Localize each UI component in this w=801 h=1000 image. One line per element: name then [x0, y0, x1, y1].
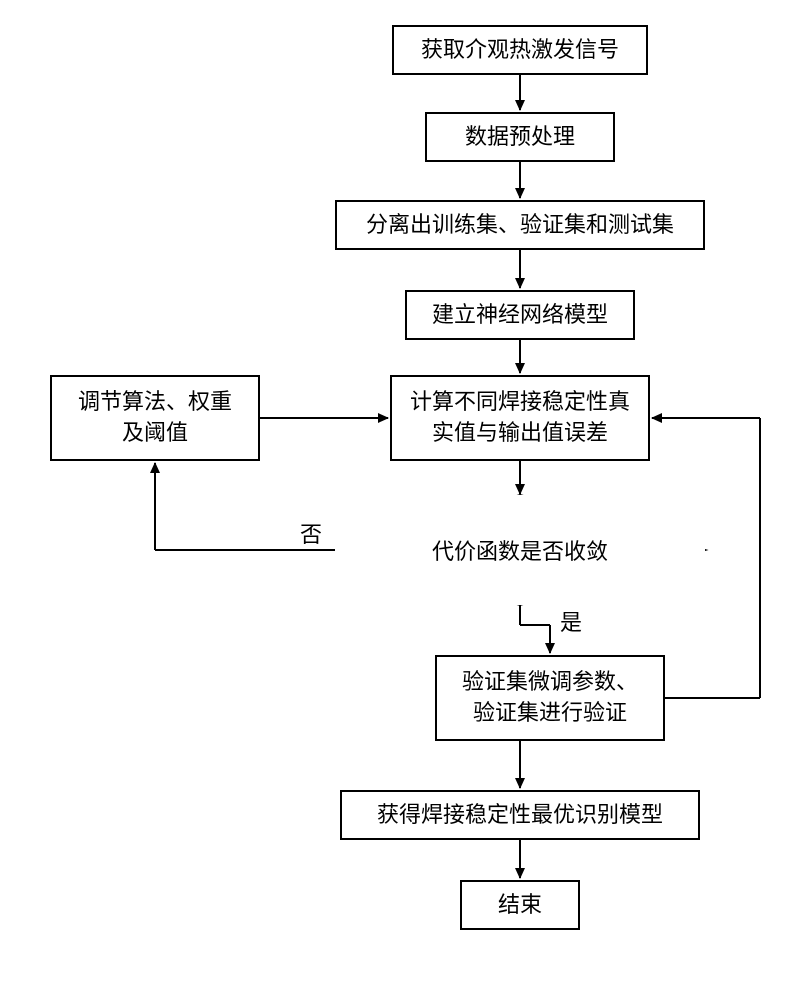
node-label: 调节算法、权重及阈值	[78, 387, 232, 449]
edge-label-no: 否	[300, 517, 322, 549]
node-label: 建立神经网络模型	[432, 300, 608, 331]
node-best-model: 获得焊接稳定性最优识别模型	[340, 790, 700, 840]
node-validate: 验证集微调参数、验证集进行验证	[435, 655, 665, 741]
node-label: 计算不同焊接稳定性真实值与输出值误差	[410, 387, 630, 449]
node-label: 数据预处理	[465, 122, 575, 153]
node-adjust-weights: 调节算法、权重及阈值	[50, 375, 260, 461]
node-acquire-signal: 获取介观热激发信号	[392, 25, 648, 75]
node-build-nn: 建立神经网络模型	[405, 290, 635, 340]
node-label: 结束	[498, 890, 542, 921]
node-label: 验证集微调参数、验证集进行验证	[462, 667, 638, 729]
node-label: 获得焊接稳定性最优识别模型	[377, 800, 663, 831]
node-label: 分离出训练集、验证集和测试集	[366, 210, 674, 241]
node-split-sets: 分离出训练集、验证集和测试集	[335, 200, 705, 250]
node-preprocess: 数据预处理	[425, 112, 615, 162]
node-cost-converged: 代价函数是否收敛	[335, 495, 705, 605]
node-label: 获取介观热激发信号	[421, 35, 619, 66]
node-label: 代价函数是否收敛	[432, 534, 608, 566]
edge-label-yes: 是	[560, 605, 582, 637]
node-compute-error: 计算不同焊接稳定性真实值与输出值误差	[390, 375, 650, 461]
node-end: 结束	[460, 880, 580, 930]
